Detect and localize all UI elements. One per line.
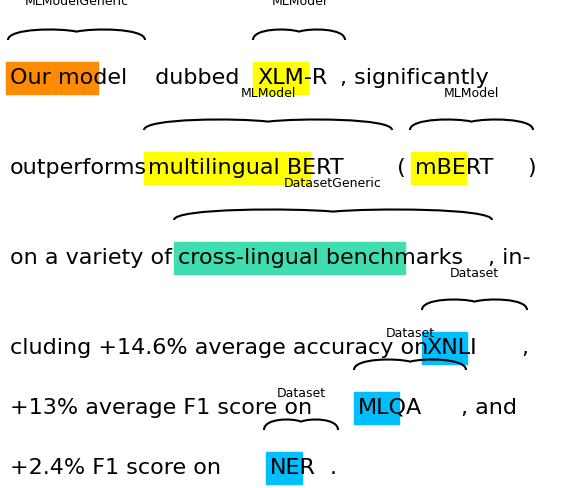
Text: on a variety of: on a variety of xyxy=(10,248,172,268)
Text: , and: , and xyxy=(461,398,517,418)
Text: MLModel: MLModel xyxy=(240,87,296,100)
Text: , significantly: , significantly xyxy=(340,68,488,88)
Text: Dataset: Dataset xyxy=(276,387,325,400)
FancyBboxPatch shape xyxy=(354,392,399,424)
FancyBboxPatch shape xyxy=(253,62,308,94)
FancyBboxPatch shape xyxy=(266,452,302,484)
FancyBboxPatch shape xyxy=(6,62,98,94)
Text: ): ) xyxy=(527,158,535,178)
Text: Our model: Our model xyxy=(10,68,127,88)
FancyBboxPatch shape xyxy=(411,152,466,184)
Text: ,: , xyxy=(521,338,528,358)
Text: multilingual BERT: multilingual BERT xyxy=(148,158,344,178)
FancyBboxPatch shape xyxy=(174,242,405,274)
Text: MLModelGeneric: MLModelGeneric xyxy=(25,0,129,8)
Text: (: ( xyxy=(390,158,406,178)
Text: cross-lingual benchmarks: cross-lingual benchmarks xyxy=(178,248,463,268)
Text: XNLI: XNLI xyxy=(426,338,476,358)
Text: MLQA: MLQA xyxy=(358,398,422,418)
Text: +2.4% F1 score on: +2.4% F1 score on xyxy=(10,458,221,478)
FancyBboxPatch shape xyxy=(422,332,467,364)
Text: .: . xyxy=(330,458,337,478)
Text: Dataset: Dataset xyxy=(386,327,435,340)
Text: outperforms: outperforms xyxy=(10,158,147,178)
Text: mBERT: mBERT xyxy=(415,158,494,178)
Text: DatasetGeneric: DatasetGeneric xyxy=(284,177,382,190)
Text: MLModel: MLModel xyxy=(444,87,499,100)
FancyBboxPatch shape xyxy=(144,152,310,184)
Text: , in-: , in- xyxy=(488,248,531,268)
Text: dubbed: dubbed xyxy=(148,68,247,88)
Text: XLM-R: XLM-R xyxy=(257,68,327,88)
Text: Dataset: Dataset xyxy=(450,267,499,280)
Text: cluding +14.6% average accuracy on: cluding +14.6% average accuracy on xyxy=(10,338,428,358)
Text: NER: NER xyxy=(270,458,316,478)
Text: +13% average F1 score on: +13% average F1 score on xyxy=(10,398,312,418)
Text: MLModel: MLModel xyxy=(271,0,327,8)
